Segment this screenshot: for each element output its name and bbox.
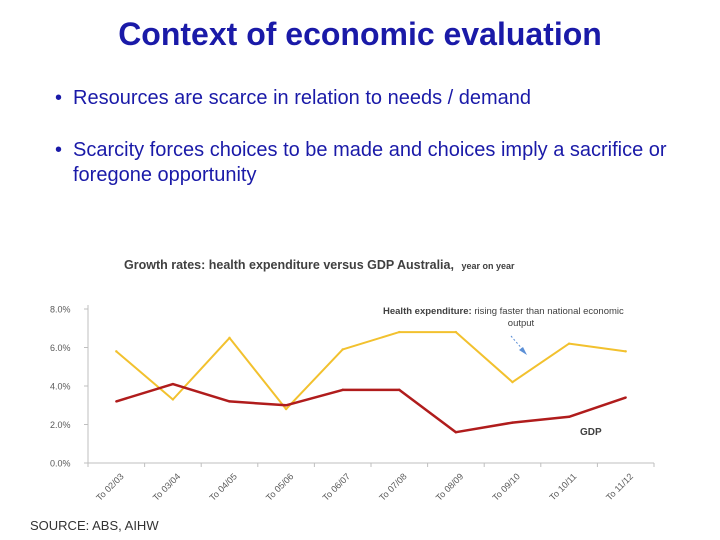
data-point-gdp: [398, 388, 401, 392]
x-tick-label: To 06/07: [321, 471, 352, 502]
data-point-gdp: [454, 431, 458, 434]
chart-axes: 0.0% 2.0% 4.0% 6.0% 8.0% To 02/03 To 03/04 To 0…: [50, 305, 655, 503]
y-tick-label: 6.0%: [50, 343, 71, 353]
chart-title-suffix: year on year: [461, 261, 515, 271]
data-point-gdp: [511, 421, 514, 424]
data-point-gdp: [171, 382, 175, 386]
data-point-health: [567, 342, 571, 345]
source-note: SOURCE: ABS, AIHW: [30, 518, 159, 533]
chart-title: Growth rates: health expenditure versus …: [124, 258, 515, 272]
chart-title-main: Growth rates: health expenditure versus …: [124, 258, 454, 272]
x-tick-label: To 02/03: [94, 471, 125, 502]
annotation-gdp: GDP: [580, 427, 602, 438]
bullet-marker: •: [55, 87, 63, 109]
x-tick-label: To 11/12: [604, 471, 635, 502]
y-tick-label: 0.0%: [50, 459, 71, 469]
data-point-health: [341, 348, 344, 351]
bullet-text: Scarcity forces choices to be made and c…: [73, 139, 667, 186]
growth-chart: Growth rates: health expenditure versus …: [0, 250, 720, 515]
data-point-gdp: [567, 415, 571, 418]
chart-canvas: Growth rates: health expenditure versus …: [50, 258, 655, 503]
bullet-list: • Resources are scarce in relation to ne…: [55, 86, 705, 215]
data-point-health: [171, 398, 175, 401]
y-tick-label: 8.0%: [50, 305, 71, 315]
x-tick-label: To 10/11: [547, 471, 578, 502]
chart-annotations: Health expenditure: rising faster than n…: [383, 306, 624, 438]
x-tick-label: To 07/08: [377, 471, 408, 502]
x-tick-label: To 09/10: [490, 471, 521, 502]
series-line-health: [115, 331, 626, 411]
bullet-text: Resources are scarce in relation to need…: [73, 87, 532, 109]
x-tick-label: To 08/09: [434, 471, 465, 502]
series-line-gdp: [115, 382, 627, 434]
bullet-item: • Resources are scarce in relation to ne…: [55, 86, 705, 111]
annotation-health: Health expenditure: rising faster than n…: [383, 306, 624, 317]
annotation-arrow-head: [519, 347, 527, 355]
data-point-health: [511, 380, 514, 384]
data-point-gdp: [341, 388, 344, 392]
data-point-health: [228, 336, 231, 340]
y-tick-label: 2.0%: [50, 420, 71, 430]
data-point-gdp: [228, 400, 231, 403]
data-point-health: [624, 350, 627, 353]
annotation-health-line2: output: [508, 318, 535, 329]
data-point-health: [398, 330, 401, 334]
data-point-health: [115, 350, 118, 353]
data-point-gdp: [115, 400, 118, 403]
chart-series: [115, 330, 627, 434]
slide-title: Context of economic evaluation: [118, 16, 602, 52]
bullet-marker: •: [55, 139, 63, 161]
x-tick-label: To 04/05: [207, 471, 238, 502]
data-point-health: [284, 407, 288, 411]
bullet-item: • Scarcity forces choices to be made and…: [55, 138, 705, 188]
data-point-gdp: [284, 404, 288, 407]
annotation-health-rest: rising faster than national economic: [472, 306, 624, 317]
y-tick-label: 4.0%: [50, 382, 71, 392]
data-point-gdp: [624, 396, 627, 399]
annotation-health-bold: Health expenditure:: [383, 306, 472, 317]
data-point-health: [454, 330, 458, 334]
x-tick-label: To 05/06: [264, 471, 295, 502]
x-tick-label: To 03/04: [151, 471, 182, 502]
